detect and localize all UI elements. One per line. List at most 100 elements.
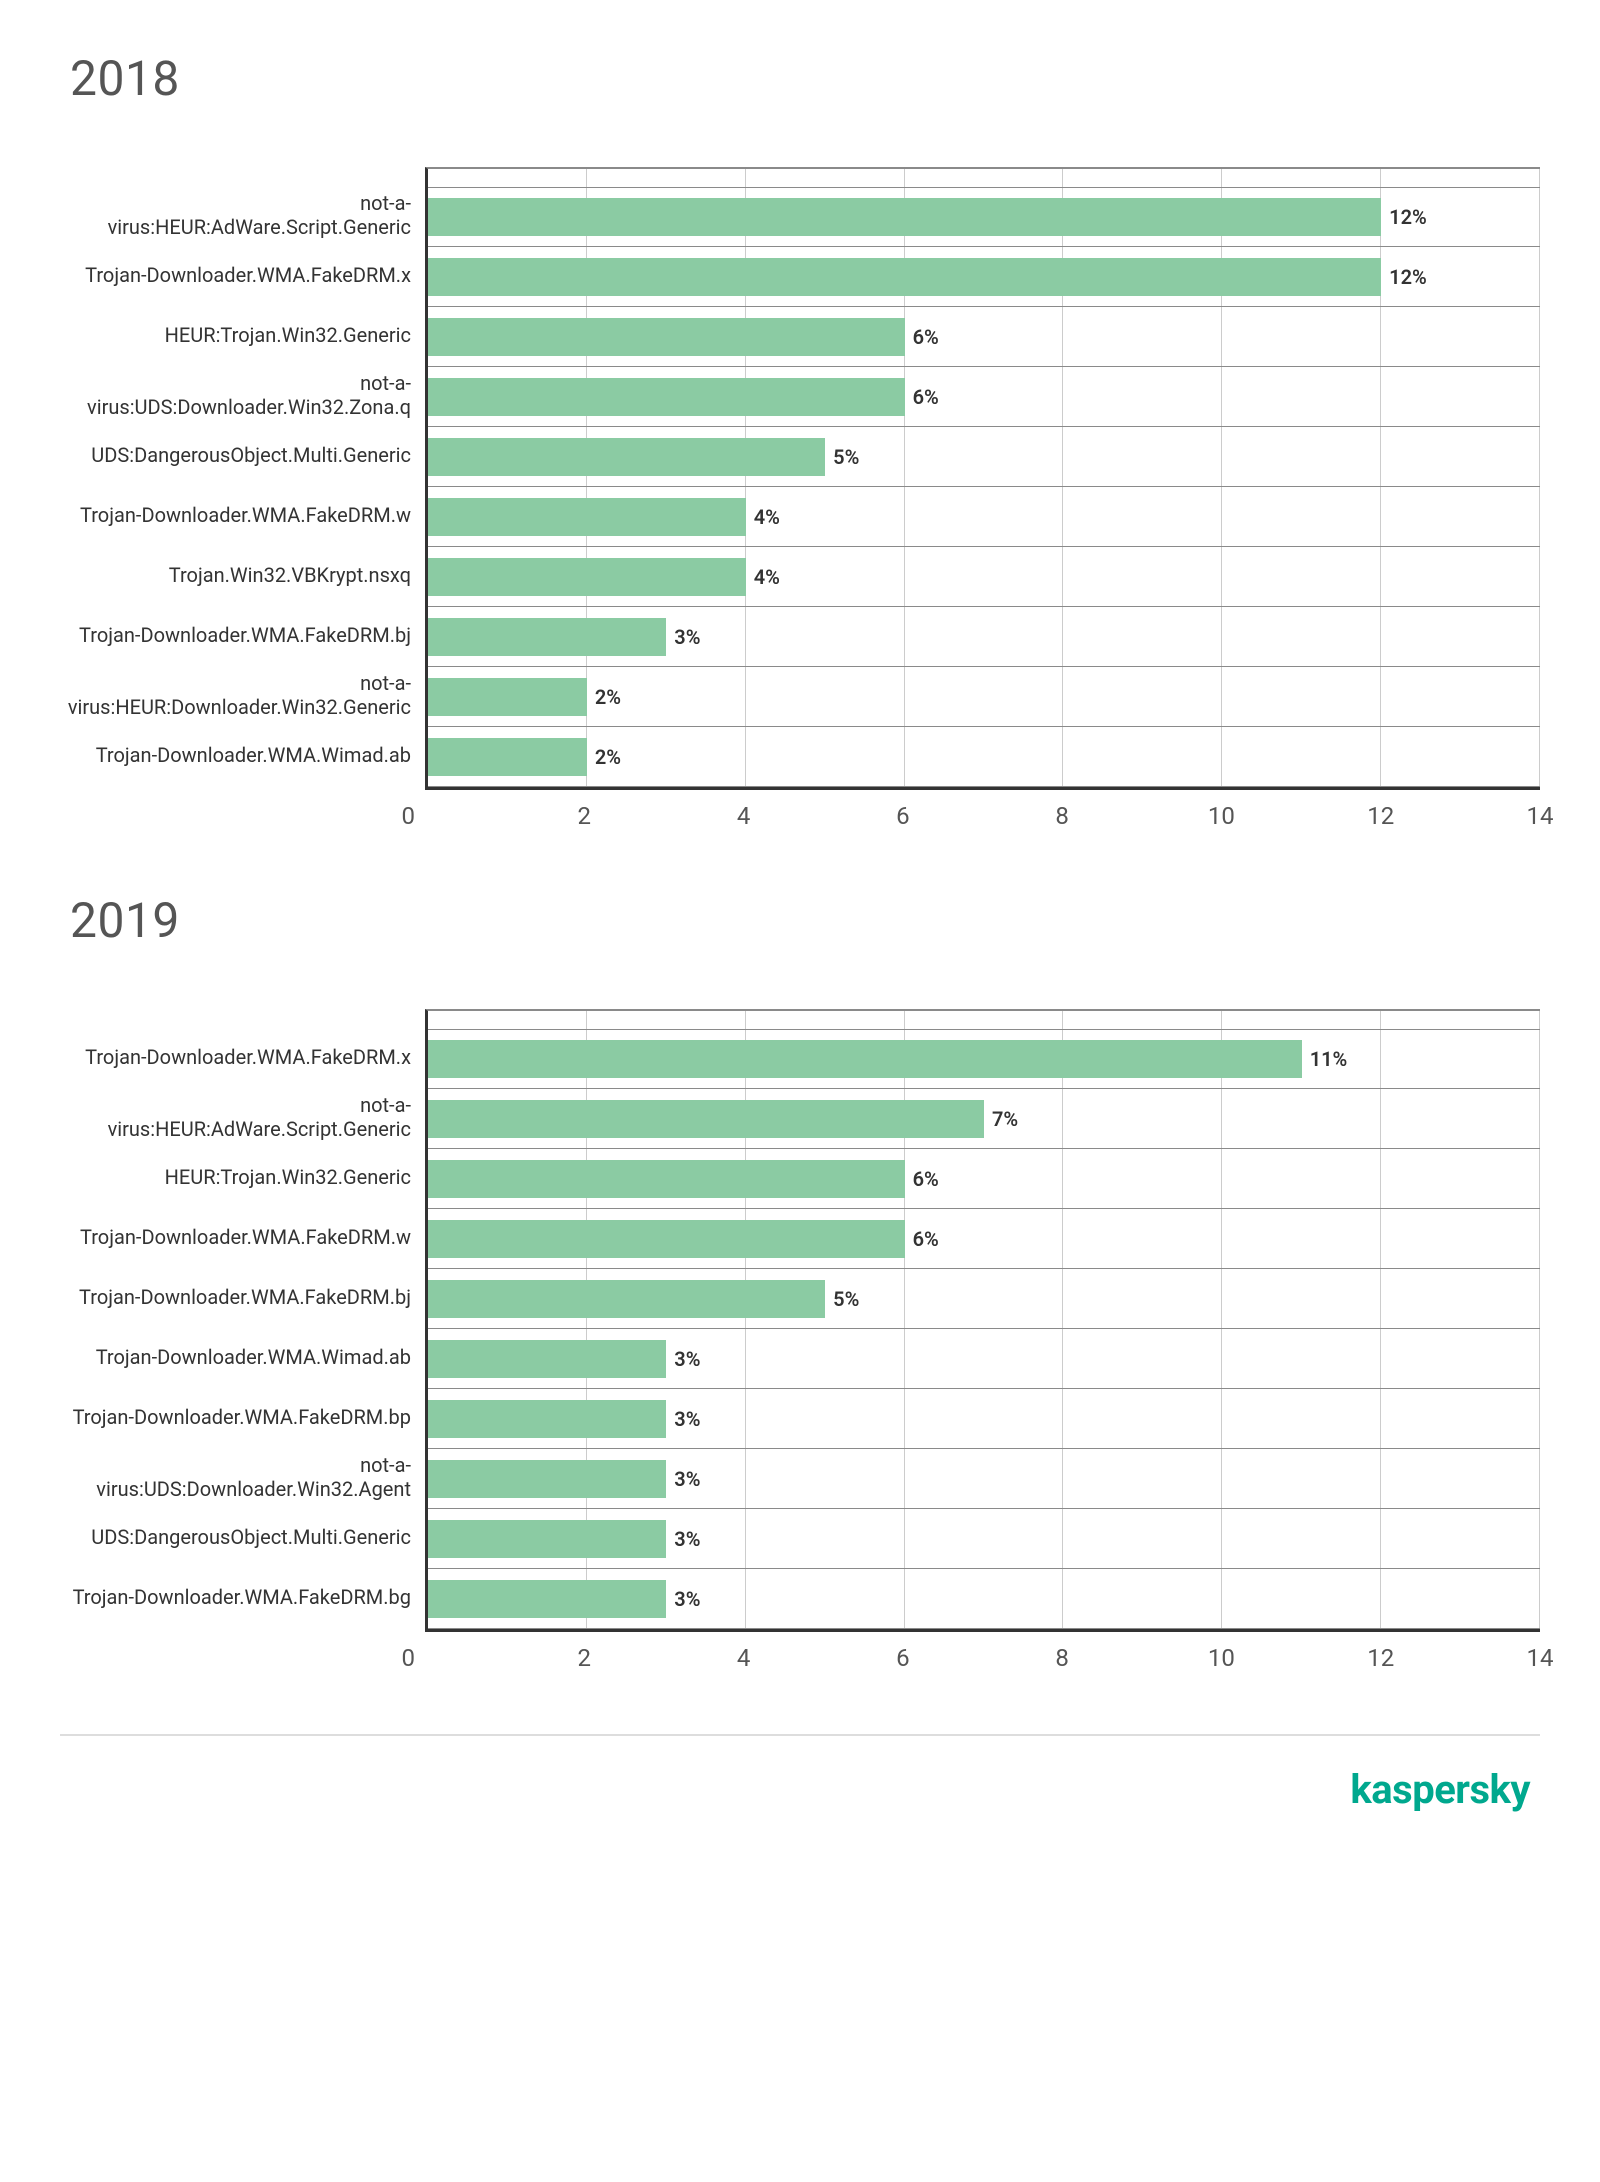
y-axis-labels: Trojan-Downloader.WMA.FakeDRM.xnot-a-vir… — [60, 1009, 425, 1629]
chart-body: Trojan-Downloader.WMA.FakeDRM.xnot-a-vir… — [60, 1009, 1540, 1629]
category-label: not-a-virus:UDS:Downloader.Win32.Agent — [60, 1447, 425, 1507]
x-tick-label: 10 — [1208, 802, 1235, 830]
category-label: HEUR:Trojan.Win32.Generic — [60, 305, 425, 365]
bar-row: 5% — [428, 427, 1540, 487]
bar-row: 7% — [428, 1089, 1540, 1149]
category-label: not-a-virus:HEUR:Downloader.Win32.Generi… — [60, 665, 425, 725]
bar-row: 3% — [428, 1389, 1540, 1449]
x-tick-label: 14 — [1527, 802, 1554, 830]
bar — [428, 558, 746, 596]
x-tick-label: 2 — [578, 802, 592, 830]
bar — [428, 198, 1381, 236]
bar-row: 6% — [428, 1149, 1540, 1209]
category-label: not-a-virus:UDS:Downloader.Win32.Zona.q — [60, 365, 425, 425]
x-tick-label: 12 — [1367, 1644, 1394, 1672]
brand-text: kaspersky — [1350, 1766, 1530, 1813]
bar — [428, 1280, 825, 1318]
footer-divider — [60, 1734, 1540, 1736]
category-label: not-a-virus:HEUR:AdWare.Script.Generic — [60, 185, 425, 245]
bar — [428, 1040, 1302, 1078]
bar — [428, 678, 587, 716]
bar — [428, 618, 666, 656]
bar-value-label: 5% — [833, 1287, 859, 1311]
chart-title: 2019 — [70, 892, 1540, 949]
category-label: HEUR:Trojan.Win32.Generic — [60, 1147, 425, 1207]
x-tick-label: 12 — [1367, 802, 1394, 830]
brand-logo: kaspersky — [60, 1766, 1540, 1813]
bar-row: 5% — [428, 1269, 1540, 1329]
bar-value-label: 4% — [754, 565, 780, 589]
bar-row: 3% — [428, 607, 1540, 667]
charts-container: 2018 not-a-virus:HEUR:AdWare.Script.Gener… — [60, 50, 1540, 1684]
category-label: Trojan-Downloader.WMA.FakeDRM.bg — [60, 1567, 425, 1627]
x-tick-label: 0 — [402, 1644, 426, 1672]
category-label: Trojan-Downloader.WMA.Wimad.ab — [60, 725, 425, 785]
category-label: Trojan-Downloader.WMA.FakeDRM.bj — [60, 1267, 425, 1327]
x-tick-label: 2 — [578, 1644, 592, 1672]
bar-row: 3% — [428, 1449, 1540, 1509]
bar-value-label: 4% — [754, 505, 780, 529]
plot-area: 12% 12% 6% 6% 5% 4% 4% 3% 2% 2% — [425, 167, 1540, 787]
bar-value-label: 5% — [833, 445, 859, 469]
bar-value-label: 6% — [913, 325, 939, 349]
x-tick-label: 4 — [737, 802, 751, 830]
category-label: Trojan-Downloader.WMA.FakeDRM.w — [60, 1207, 425, 1267]
bar-value-label: 12% — [1389, 265, 1427, 289]
x-tick-label: 0 — [402, 802, 426, 830]
bar — [428, 1400, 666, 1438]
bar-row: 11% — [428, 1029, 1540, 1089]
bar-row: 2% — [428, 727, 1540, 787]
x-tick-label: 4 — [737, 1644, 751, 1672]
bar-value-label: 3% — [674, 1527, 700, 1551]
bar-value-label: 2% — [595, 745, 621, 769]
x-tick-label: 10 — [1208, 1644, 1235, 1672]
category-label: UDS:DangerousObject.Multi.Generic — [60, 425, 425, 485]
bar-row: 12% — [428, 247, 1540, 307]
category-label: UDS:DangerousObject.Multi.Generic — [60, 1507, 425, 1567]
bar — [428, 738, 587, 776]
bar-value-label: 3% — [674, 1347, 700, 1371]
bar — [428, 318, 905, 356]
bar — [428, 1100, 984, 1138]
x-axis: 02468101214 — [425, 1629, 1540, 1684]
bar-row: 4% — [428, 547, 1540, 607]
chart-title: 2018 — [70, 50, 1540, 107]
y-axis-labels: not-a-virus:HEUR:AdWare.Script.GenericTr… — [60, 167, 425, 787]
bar — [428, 498, 746, 536]
category-label: Trojan-Downloader.WMA.FakeDRM.x — [60, 1027, 425, 1087]
bar — [428, 258, 1381, 296]
x-tick-label: 14 — [1527, 1644, 1554, 1672]
chart-body: not-a-virus:HEUR:AdWare.Script.GenericTr… — [60, 167, 1540, 787]
plot-area: 11% 7% 6% 6% 5% 3% 3% 3% 3% 3% — [425, 1009, 1540, 1629]
bar — [428, 1580, 666, 1618]
bar — [428, 1160, 905, 1198]
bar-row: 3% — [428, 1329, 1540, 1389]
bar-row: 3% — [428, 1569, 1540, 1629]
bar-row: 6% — [428, 1209, 1540, 1269]
bar-row: 6% — [428, 307, 1540, 367]
category-label: Trojan-Downloader.WMA.FakeDRM.bp — [60, 1387, 425, 1447]
category-label: Trojan-Downloader.WMA.Wimad.ab — [60, 1327, 425, 1387]
bar-row: 3% — [428, 1509, 1540, 1569]
bar-value-label: 2% — [595, 685, 621, 709]
bar-row: 12% — [428, 187, 1540, 247]
chart-section: 2019Trojan-Downloader.WMA.FakeDRM.xnot-a… — [60, 892, 1540, 1684]
bar — [428, 1340, 666, 1378]
bar-value-label: 6% — [913, 1167, 939, 1191]
category-label: Trojan-Downloader.WMA.FakeDRM.w — [60, 485, 425, 545]
x-axis: 02468101214 — [425, 787, 1540, 842]
bar-value-label: 3% — [674, 1407, 700, 1431]
bar-row: 6% — [428, 367, 1540, 427]
bar-value-label: 3% — [674, 625, 700, 649]
bar-value-label: 6% — [913, 1227, 939, 1251]
bar — [428, 1220, 905, 1258]
x-tick-label: 6 — [896, 1644, 910, 1672]
category-label: Trojan-Downloader.WMA.FakeDRM.x — [60, 245, 425, 305]
bar — [428, 378, 905, 416]
bar-value-label: 3% — [674, 1587, 700, 1611]
category-label: not-a-virus:HEUR:AdWare.Script.Generic — [60, 1087, 425, 1147]
bar-row: 4% — [428, 487, 1540, 547]
bar-value-label: 6% — [913, 385, 939, 409]
bar-value-label: 7% — [992, 1107, 1018, 1131]
bar-row: 2% — [428, 667, 1540, 727]
